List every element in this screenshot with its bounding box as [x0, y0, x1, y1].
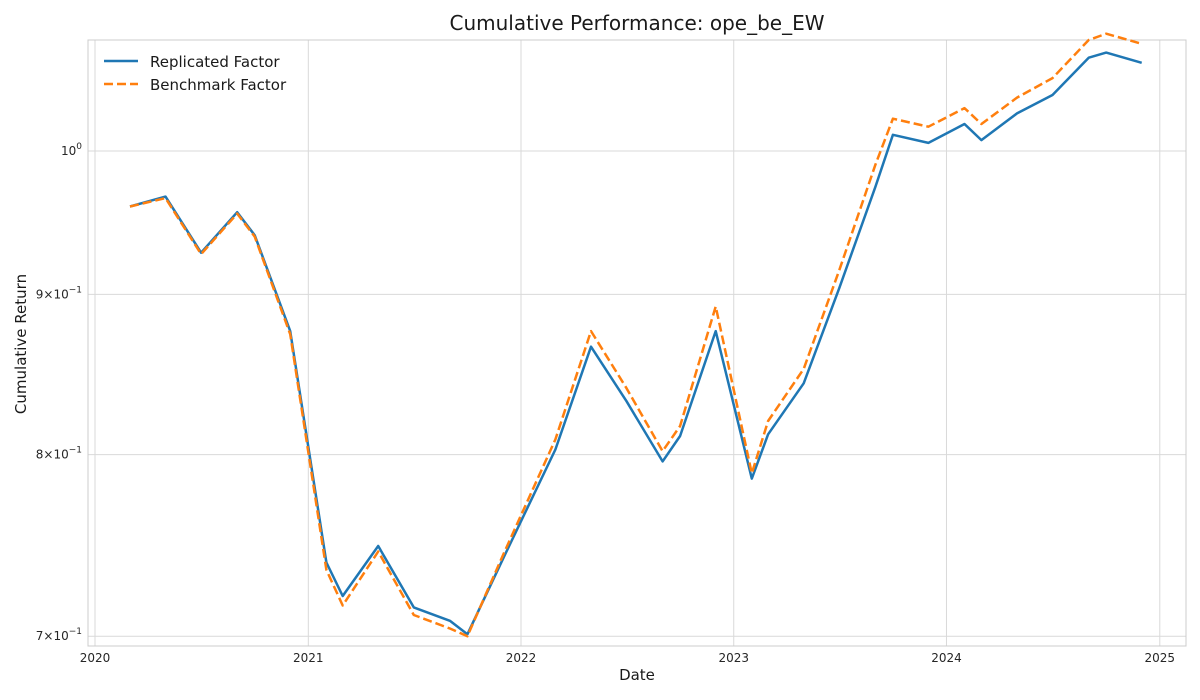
y-tick-label: 100 [61, 142, 82, 158]
series-layer [129, 32, 1143, 638]
x-tick-label: 2021 [293, 651, 324, 665]
plot-frame [87, 39, 1187, 647]
y-tick-label: 9×10−1 [36, 285, 82, 301]
legend: Replicated Factor Benchmark Factor [104, 53, 287, 94]
y-tick-label: 8×10−1 [36, 446, 82, 462]
x-tick-label: 2022 [506, 651, 537, 665]
x-tick-label: 2025 [1145, 651, 1176, 665]
y-tick-label: 7×10−1 [36, 627, 82, 643]
grid-layer [88, 40, 1186, 646]
x-axis-label: Date [619, 666, 655, 684]
chart-title: Cumulative Performance: ope_be_EW [450, 11, 825, 35]
legend-label: Benchmark Factor [150, 76, 287, 94]
x-tick-label: 2024 [931, 651, 962, 665]
x-tick-label: 2020 [80, 651, 111, 665]
tick-layer: 2020 2021 2022 2023 2024 2025 7×10−1 8×10−1 9×10… [36, 142, 1175, 665]
legend-label: Replicated Factor [150, 53, 280, 71]
y-axis-label: Cumulative Return [12, 274, 30, 414]
series-line-benchmark [129, 32, 1143, 638]
x-tick-label: 2023 [718, 651, 749, 665]
